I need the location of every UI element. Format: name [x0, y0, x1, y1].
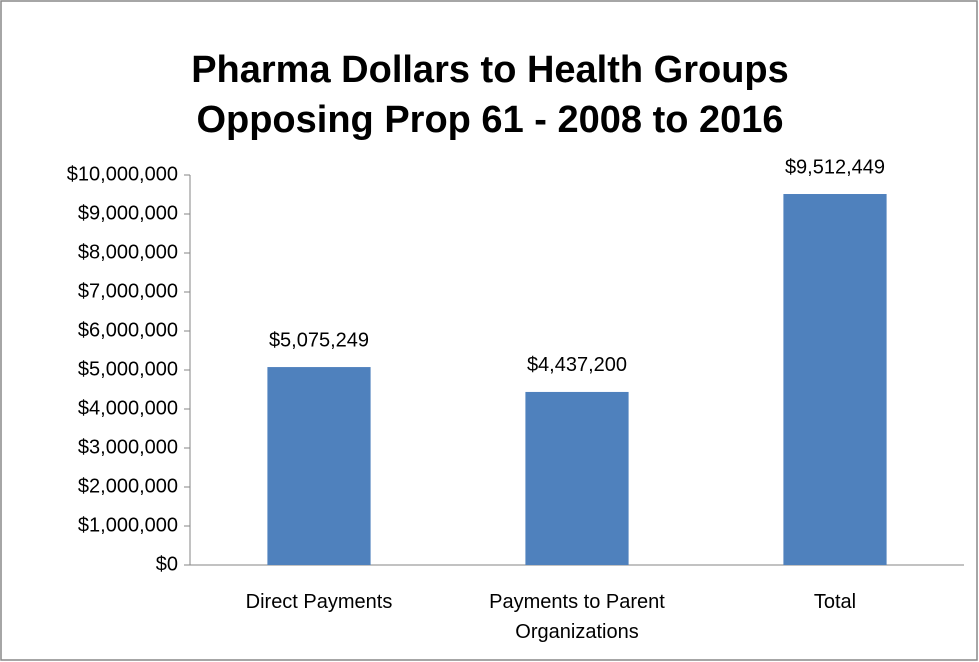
y-tick-label: $3,000,000 [78, 436, 178, 458]
bar [525, 391, 629, 565]
y-tick-label: $0 [156, 553, 178, 575]
value-label: $4,437,200 [527, 354, 627, 376]
y-tick-label: $1,000,000 [78, 514, 178, 536]
bar [267, 367, 371, 565]
x-tick-label: Payments to Parent Organizations [489, 591, 665, 643]
y-tick-label: $2,000,000 [78, 475, 178, 497]
x-tick-label-box: Payments to Parent Organizations [489, 591, 665, 643]
x-tick-label-box: Direct Payments [245, 591, 393, 613]
value-label: $9,512,449 [785, 156, 885, 178]
chart-title-box: Pharma Dollars to Health Groups Opposing… [191, 49, 789, 141]
y-tick-label: $4,000,000 [78, 397, 178, 419]
y-tick-label: $7,000,000 [78, 280, 178, 302]
y-tick-label: $5,000,000 [78, 358, 178, 380]
bar [783, 194, 887, 565]
value-label: $5,075,249 [269, 329, 369, 351]
chart-title: Pharma Dollars to Health Groups Opposing… [191, 49, 789, 141]
y-tick-label: $9,000,000 [78, 202, 178, 224]
y-tick-label: $8,000,000 [78, 241, 178, 263]
x-tick-label-box: Total [813, 591, 857, 613]
y-tick-label: $6,000,000 [78, 319, 178, 341]
x-tick-label: Total [813, 591, 857, 613]
x-tick-label: Direct Payments [245, 591, 393, 613]
y-tick-label: $10,000,000 [67, 163, 178, 185]
